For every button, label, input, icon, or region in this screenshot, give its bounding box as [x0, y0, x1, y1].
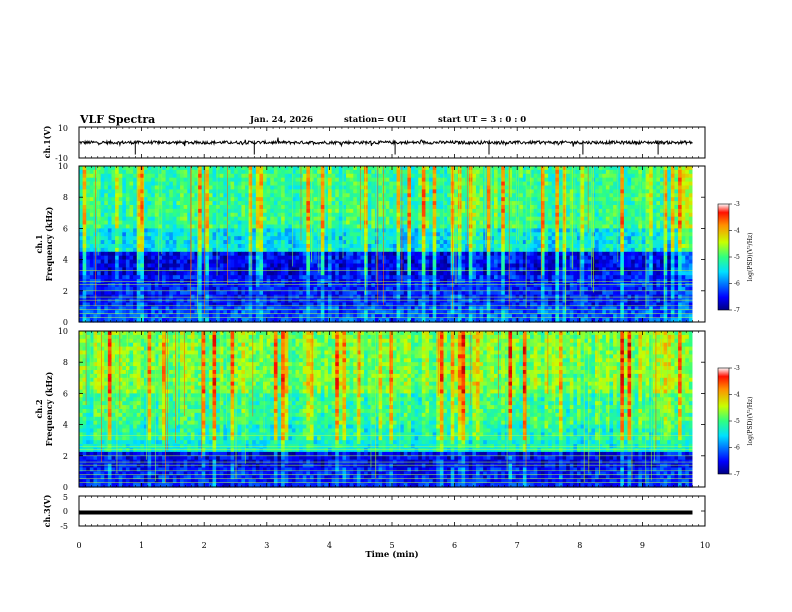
colorbar-tick-label: -7	[734, 307, 740, 314]
x-tick-label: 2	[202, 541, 207, 550]
ch1-ylabel: ch.1(V)	[42, 125, 52, 158]
freq-tick-label: 4	[63, 421, 68, 430]
time-x-axis: 0 1 2 3 4 5 6 7 8 9 10	[76, 127, 710, 550]
colorbar-tick-label: -3	[734, 365, 740, 372]
ch2-spectrogram-panel: 0 2 4 6 8 10 ch.2 Frequency (kHz)	[34, 327, 706, 492]
freq-tick-label: 0	[63, 483, 68, 492]
x-tick-label: 10	[700, 541, 710, 550]
freq-tick-label: 8	[63, 193, 68, 202]
freq-tick-label: 4	[63, 256, 68, 265]
colorbar-tick-label: -4	[734, 392, 740, 399]
x-tick-label: 4	[327, 541, 332, 550]
ch3-ytick-mid: 0	[63, 507, 68, 516]
x-axis-label: Time (min)	[365, 549, 418, 560]
colorbar-tick-label: -3	[734, 201, 740, 208]
freq-tick-label: 6	[63, 224, 68, 233]
ch1-ytick-top: 10	[58, 124, 68, 133]
ch3-ytick-bottom: -5	[60, 522, 68, 531]
ch1-spectrogram-panel: 0 2 4 6 8 10 ch.1 Frequency (kHz)	[34, 162, 706, 327]
colorbar-tick-label: -6	[734, 445, 740, 452]
freq-tick-label: 0	[63, 318, 68, 327]
ch3-ylabel: ch.3(V)	[42, 494, 52, 527]
colorbar-tick-label: -7	[734, 471, 740, 478]
ch2-spectrogram-heatmap	[79, 331, 705, 488]
x-tick-label: 8	[577, 541, 582, 550]
colorbar-tick-label: -5	[734, 254, 740, 261]
ch2-colorbar-label: log(PSD)(V²/Hz)	[747, 397, 754, 446]
freq-tick-label: 10	[58, 327, 68, 336]
freq-tick-label: 8	[63, 358, 68, 367]
ch2-freq-ylabel: Frequency (kHz)	[44, 371, 54, 446]
ch1-waveform-panel: 10 -10 ch.1(V)	[42, 124, 706, 163]
ch2-colorbar: -3 -4 -5 -6 -7 log(PSD)(V²/Hz)	[717, 365, 754, 478]
ch1-ytick-bottom: -10	[55, 154, 68, 163]
freq-tick-label: 2	[63, 452, 68, 461]
date-label: Jan. 24, 2026	[250, 115, 314, 125]
x-tick-label: 1	[139, 541, 144, 550]
ch1-spectrogram-heatmap	[79, 166, 705, 323]
colorbar-tick-label: -5	[734, 418, 740, 425]
chart-title: VLF Spectra	[80, 113, 156, 126]
station-label: station= OUI	[344, 115, 407, 125]
x-tick-label: 9	[640, 541, 645, 550]
ch1-freq-ylabel: Frequency (kHz)	[44, 206, 54, 281]
ch1-channel-label: ch.1	[34, 234, 44, 253]
x-tick-label: 7	[515, 541, 520, 550]
ch1-colorbar: -3 -4 -5 -6 -7 log(PSD)(V²/Hz)	[717, 201, 754, 314]
colorbar-tick-label: -4	[734, 228, 740, 235]
ch2-channel-label: ch.2	[34, 399, 44, 418]
freq-tick-label: 10	[58, 162, 68, 171]
ch3-ytick-top: 5	[63, 493, 68, 502]
x-tick-label: 3	[264, 541, 269, 550]
start-time-label: start UT = 3 : 0 : 0	[438, 115, 527, 125]
x-tick-label: 0	[76, 541, 81, 550]
x-tick-label: 5	[389, 541, 394, 550]
colorbar-tick-label: -6	[734, 281, 740, 288]
ch1-waveform-trace	[78, 137, 693, 155]
x-tick-label: 6	[452, 541, 457, 550]
freq-tick-label: 2	[63, 287, 68, 296]
freq-tick-label: 6	[63, 389, 68, 398]
ch1-colorbar-label: log(PSD)(V²/Hz)	[747, 233, 754, 282]
